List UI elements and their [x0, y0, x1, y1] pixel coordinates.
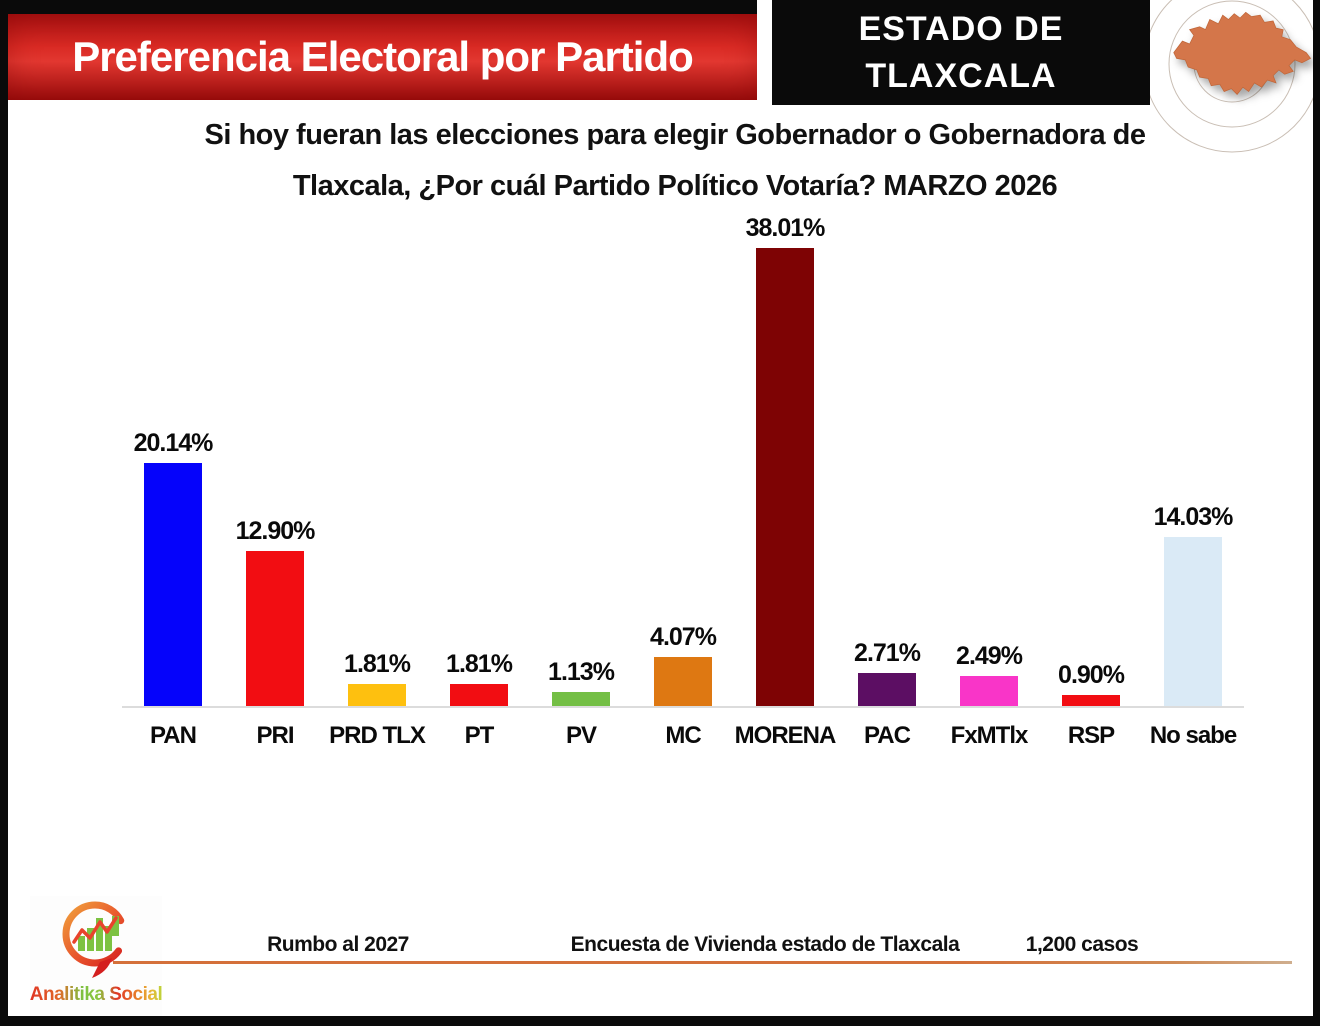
- bar: [246, 551, 304, 706]
- value-label: 1.81%: [446, 650, 513, 678]
- bar-column-pt: 1.81%: [428, 192, 530, 706]
- bar: [1164, 537, 1222, 706]
- value-label: 20.14%: [133, 429, 214, 457]
- bar-column-morena: 38.01%: [734, 192, 836, 706]
- bar-column-fxmtlx: 2.49%: [938, 192, 1040, 706]
- category-label: PAC: [864, 722, 911, 749]
- bar-column-mc: 4.07%: [632, 192, 734, 706]
- banner-separator: [757, 0, 772, 100]
- brand-name: Analitika Social: [29, 984, 163, 1005]
- category-label: MC: [665, 722, 701, 749]
- category-axis: PAN PRI PRD TLX PT PV MC MORENA PAC FxMTlx RSP No …: [122, 722, 1244, 750]
- bar: [858, 673, 916, 706]
- bar: [654, 657, 712, 706]
- category-label: PV: [565, 722, 597, 749]
- bar: [1062, 695, 1120, 706]
- footer-note-encuesta: Encuesta de Vivienda estado de Tlaxcala: [570, 933, 960, 956]
- bar-chart: 20.14% 12.90% 1.81% 1.81% 1.13% 4.07% 38.01% 2.…: [122, 192, 1244, 708]
- footer-note-rumbo: Rumbo al 2027: [267, 933, 409, 956]
- value-label: 4.07%: [650, 623, 717, 651]
- value-label: 2.71%: [854, 639, 921, 667]
- bar-column-pan: 20.14%: [122, 192, 224, 706]
- value-label: 0.90%: [1058, 661, 1125, 689]
- content-background: [8, 100, 1313, 1016]
- title-banner: Preferencia Electoral por Partido: [8, 14, 757, 100]
- category-label: PT: [464, 722, 495, 749]
- bar-column-rsp: 0.90%: [1040, 192, 1142, 706]
- value-label: 1.13%: [548, 658, 615, 686]
- question-line1: Si hoy fueran las elecciones para elegir…: [204, 119, 1146, 151]
- category-label: MORENA: [734, 722, 837, 749]
- tlaxcala-map-icon: [1150, 0, 1313, 153]
- value-label: 14.03%: [1153, 503, 1234, 531]
- bar-column-pv: 1.13%: [530, 192, 632, 706]
- brand-logo-block: Analitika Social: [29, 896, 163, 1016]
- tlaxcala-state-shape: [1173, 11, 1312, 95]
- bar: [450, 684, 508, 706]
- value-label: 2.49%: [956, 642, 1023, 670]
- category-label: FxMTlx: [950, 722, 1029, 749]
- question-line2: Tlaxcala, ¿Por cuál Partido Político Vot…: [292, 170, 1058, 202]
- bar-column-no-sabe: 14.03%: [1142, 192, 1244, 706]
- analitika-logo-icon: [62, 901, 128, 978]
- bar: [144, 463, 202, 706]
- value-label: 12.90%: [235, 517, 316, 545]
- footer-note-casos: 1,200 casos: [1025, 933, 1139, 956]
- bar-column-pri: 12.90%: [224, 192, 326, 706]
- state-name-line2: TLAXCALA: [865, 56, 1057, 95]
- category-label: RSP: [1067, 722, 1115, 749]
- category-label: PAN: [150, 722, 197, 749]
- footer-underline: [113, 961, 1292, 964]
- bar: [552, 692, 610, 706]
- value-label: 1.81%: [344, 650, 411, 678]
- survey-question: Si hoy fueran las elecciones para elegir…: [70, 110, 1280, 212]
- page-title: Preferencia Electoral por Partido: [72, 33, 694, 80]
- bar-column-prd-tlx: 1.81%: [326, 192, 428, 706]
- value-label: 38.01%: [745, 214, 826, 242]
- category-label: PRI: [256, 722, 294, 749]
- state-name-box: ESTADO DE TLAXCALA: [772, 0, 1150, 105]
- state-map-panel: [1150, 0, 1313, 162]
- bar: [960, 676, 1018, 706]
- bar: [348, 684, 406, 706]
- category-label: PRD TLX: [329, 722, 426, 749]
- bar-column-pac: 2.71%: [836, 192, 938, 706]
- category-label: No sabe: [1149, 722, 1237, 749]
- bar: [756, 248, 814, 706]
- state-name-line1: ESTADO DE: [858, 9, 1064, 48]
